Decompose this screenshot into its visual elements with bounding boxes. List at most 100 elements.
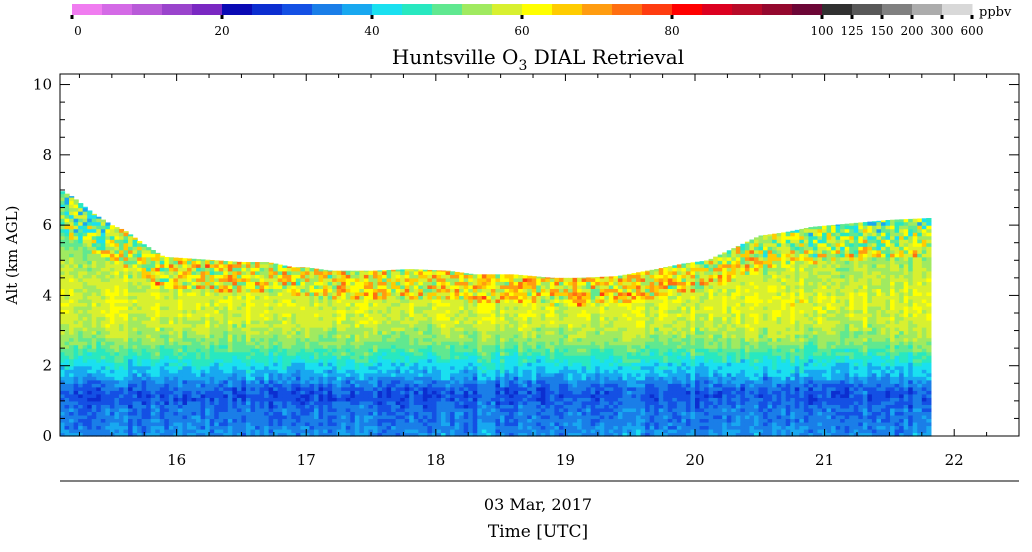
heatmap-cell <box>359 414 365 420</box>
heatmap-cell <box>137 295 143 300</box>
heatmap-cell <box>105 337 111 342</box>
heatmap-cell <box>431 288 438 293</box>
heatmap-cell <box>100 235 106 240</box>
heatmap-cell <box>236 428 243 434</box>
heatmap-cell <box>259 309 265 314</box>
heatmap-cell <box>196 277 202 282</box>
heatmap-cell <box>418 355 424 360</box>
heatmap-cell <box>382 320 388 325</box>
heatmap-cell <box>159 316 165 321</box>
heatmap-cell <box>241 316 247 321</box>
heatmap-cell <box>350 288 356 293</box>
heatmap-cell <box>114 291 120 297</box>
heatmap-cell <box>209 404 215 409</box>
heatmap-cell <box>323 390 329 395</box>
heatmap-cell <box>123 302 129 307</box>
heatmap-cell <box>132 291 138 297</box>
heatmap-cell <box>318 365 324 370</box>
heatmap-cell <box>409 323 415 328</box>
heatmap-cell <box>214 344 220 349</box>
heatmap-cell <box>436 418 442 423</box>
heatmap-cell <box>109 407 116 412</box>
heatmap-cell <box>132 358 138 363</box>
heatmap-cell <box>486 386 492 391</box>
heatmap-cell <box>354 386 360 391</box>
heatmap-cell <box>214 393 220 398</box>
heatmap-cell <box>209 421 215 427</box>
heatmap-cell <box>291 298 297 304</box>
heatmap-cell <box>64 239 70 244</box>
heatmap-cell <box>391 411 397 416</box>
heatmap-cell <box>332 407 338 412</box>
heatmap-cell <box>295 421 301 427</box>
heatmap-cell <box>409 400 415 405</box>
heatmap-cell <box>468 277 474 282</box>
heatmap-cell <box>468 320 474 325</box>
heatmap-cell <box>291 425 297 430</box>
heatmap-cell <box>468 295 474 300</box>
heatmap-cell <box>236 270 243 275</box>
heatmap-cell <box>87 383 93 388</box>
heatmap-cell <box>137 372 143 377</box>
heatmap-cell <box>264 263 270 268</box>
heatmap-cell <box>454 288 460 293</box>
heatmap-cell <box>232 362 238 367</box>
heatmap-cell <box>400 383 406 388</box>
heatmap-cell <box>363 298 370 304</box>
heatmap-cell <box>132 334 138 339</box>
heatmap-cell <box>332 337 338 342</box>
heatmap-cell <box>327 291 333 297</box>
heatmap-cell <box>304 270 311 275</box>
heatmap-cell <box>427 425 433 430</box>
heatmap-cell <box>431 274 438 279</box>
heatmap-cell <box>146 270 152 275</box>
heatmap-cell <box>146 281 152 286</box>
heatmap-cell <box>350 383 356 388</box>
heatmap-cell <box>372 337 379 342</box>
heatmap-cell <box>481 309 487 314</box>
heatmap-cell <box>159 263 165 268</box>
heatmap-cell <box>295 365 301 370</box>
heatmap-cell <box>468 397 474 402</box>
heatmap-cell <box>241 397 247 402</box>
heatmap-cell <box>318 344 324 349</box>
heatmap-cell <box>109 281 116 286</box>
heatmap-cell <box>395 298 401 304</box>
heatmap-cell <box>477 393 483 398</box>
heatmap-cell <box>450 288 456 293</box>
heatmap-cell <box>177 421 184 427</box>
heatmap-cell <box>223 425 229 430</box>
heatmap-cell <box>173 421 179 427</box>
heatmap-cell <box>363 407 370 412</box>
heatmap-cell <box>155 341 161 346</box>
heatmap-cell <box>377 369 383 374</box>
heatmap-cell <box>60 344 66 349</box>
heatmap-cell <box>91 341 97 346</box>
heatmap-cell <box>327 414 333 420</box>
heatmap-cell <box>314 288 320 293</box>
heatmap-cell <box>490 432 497 437</box>
heatmap-cell <box>291 358 297 363</box>
heatmap-cell <box>78 348 84 353</box>
heatmap-cell <box>304 386 311 391</box>
heatmap-cell <box>354 320 360 325</box>
heatmap-cell <box>236 376 243 381</box>
heatmap-cell <box>100 397 106 402</box>
heatmap-cell <box>395 284 401 289</box>
heatmap-cell <box>459 274 465 279</box>
heatmap-cell <box>472 337 478 342</box>
heatmap-cell <box>64 432 70 437</box>
heatmap-cell <box>304 372 311 377</box>
heatmap-cell <box>96 277 102 282</box>
heatmap-cell <box>481 323 487 328</box>
heatmap-cell <box>64 288 70 293</box>
heatmap-cell <box>382 323 388 328</box>
heatmap-cell <box>441 344 447 349</box>
heatmap-cell <box>304 383 311 388</box>
heatmap-cell <box>78 421 84 427</box>
heatmap-cell <box>318 323 324 328</box>
heatmap-cell <box>78 376 84 381</box>
heatmap-cell <box>323 337 329 342</box>
heatmap-cell <box>368 376 374 381</box>
heatmap-cell <box>64 298 70 304</box>
